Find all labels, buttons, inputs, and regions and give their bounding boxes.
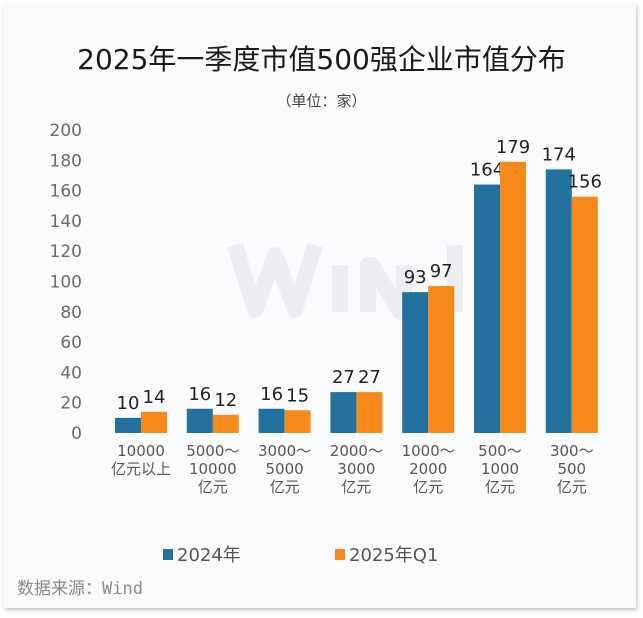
y-tick-label: 140 bbox=[50, 212, 82, 232]
legend-swatch bbox=[163, 549, 173, 560]
y-tick-label: 200 bbox=[50, 121, 82, 141]
data-label: 179 bbox=[496, 137, 530, 158]
x-tick-label-line: 亿元 bbox=[198, 478, 228, 496]
chart-subtitle: （单位：家） bbox=[276, 92, 367, 110]
data-label: 16 bbox=[188, 384, 211, 405]
bar-2024 bbox=[402, 292, 429, 433]
data-label: 93 bbox=[404, 267, 427, 288]
y-tick-label: 180 bbox=[50, 151, 82, 171]
x-tick-label-line: 亿元 bbox=[270, 478, 300, 496]
data-label: 164 bbox=[470, 160, 504, 181]
source-note: 数据来源：Wind bbox=[17, 579, 143, 599]
bar-2024 bbox=[545, 169, 572, 433]
y-tick-label: 120 bbox=[50, 242, 82, 262]
bar-2025q1 bbox=[141, 411, 167, 433]
data-label: 156 bbox=[568, 172, 602, 193]
bar-2025q1 bbox=[356, 392, 383, 433]
legend-swatch bbox=[335, 549, 345, 560]
chart-title: 2025年一季度市值500强企业市值分布 bbox=[77, 43, 566, 76]
bar-2024 bbox=[258, 408, 285, 433]
y-tick-label: 160 bbox=[50, 182, 82, 202]
x-tick-label-line: 亿元 bbox=[557, 478, 587, 496]
x-tick-label-line: 10000 bbox=[117, 442, 165, 460]
y-tick-label: 60 bbox=[60, 333, 82, 353]
bar-2024 bbox=[330, 392, 357, 433]
x-tick-label: 2000～ 3000 亿元 bbox=[330, 442, 383, 496]
x-tick-label-line: 亿元 bbox=[413, 478, 443, 496]
data-label: 10 bbox=[117, 393, 140, 414]
data-label: 27 bbox=[332, 367, 355, 388]
data-label: 27 bbox=[358, 367, 381, 388]
x-tick-label-line: 1000～ bbox=[402, 442, 455, 460]
bar-2024 bbox=[115, 417, 141, 433]
data-label: 12 bbox=[214, 390, 237, 411]
x-tick-label-line: 5000～ bbox=[186, 442, 239, 460]
y-tick-label: 0 bbox=[71, 424, 82, 444]
x-tick-label-line: 亿元 bbox=[485, 478, 515, 496]
chart-frame bbox=[4, 4, 636, 608]
x-tick-label-line: 1000 bbox=[481, 460, 519, 478]
x-tick-label-line: 3000～ bbox=[258, 442, 311, 460]
x-tick-label-line: 亿元以上 bbox=[111, 460, 171, 478]
x-tick-label-line: 10000 bbox=[189, 460, 237, 478]
x-tick-label: 3000～ 5000 亿元 bbox=[258, 442, 311, 496]
x-tick-label-line: 5000 bbox=[266, 460, 304, 478]
x-tick-label-line: 亿元 bbox=[341, 478, 371, 496]
legend-label: 2025年Q1 bbox=[349, 545, 438, 566]
x-tick-label-line: 500～ bbox=[478, 442, 522, 460]
x-tick-label-line: 2000 bbox=[409, 460, 447, 478]
y-tick-label: 100 bbox=[50, 273, 82, 293]
bar-2025q1 bbox=[284, 410, 311, 433]
y-tick-label: 80 bbox=[60, 303, 82, 323]
data-label: 97 bbox=[430, 261, 453, 282]
x-tick-label: 300～ 500 亿元 bbox=[550, 442, 594, 496]
data-label: 16 bbox=[260, 384, 283, 405]
bar-2024 bbox=[186, 408, 213, 433]
x-tick-label-line: 2000～ bbox=[330, 442, 383, 460]
bar-2025q1 bbox=[571, 196, 598, 433]
x-tick-label-line: 500 bbox=[557, 460, 586, 478]
bar-2024 bbox=[474, 184, 500, 433]
y-tick-label: 20 bbox=[60, 394, 82, 414]
x-tick-label-line: 3000 bbox=[337, 460, 375, 478]
x-tick-label: 10000 亿元以上 bbox=[111, 442, 171, 478]
x-tick-label-line: 300～ bbox=[550, 442, 594, 460]
bar-2025q1 bbox=[428, 286, 455, 433]
x-tick-label: 500～ 1000 亿元 bbox=[478, 442, 522, 496]
y-tick-label: 40 bbox=[60, 363, 82, 383]
x-tick-label: 1000～ 2000 亿元 bbox=[402, 442, 455, 496]
data-label: 15 bbox=[286, 385, 309, 406]
x-tick-label: 5000～ 10000 亿元 bbox=[186, 442, 239, 496]
data-label: 174 bbox=[542, 144, 576, 165]
data-label: 14 bbox=[143, 387, 166, 408]
bar-2025q1 bbox=[500, 161, 526, 433]
bar-2025q1 bbox=[212, 414, 239, 433]
legend-label: 2024年 bbox=[177, 545, 241, 566]
